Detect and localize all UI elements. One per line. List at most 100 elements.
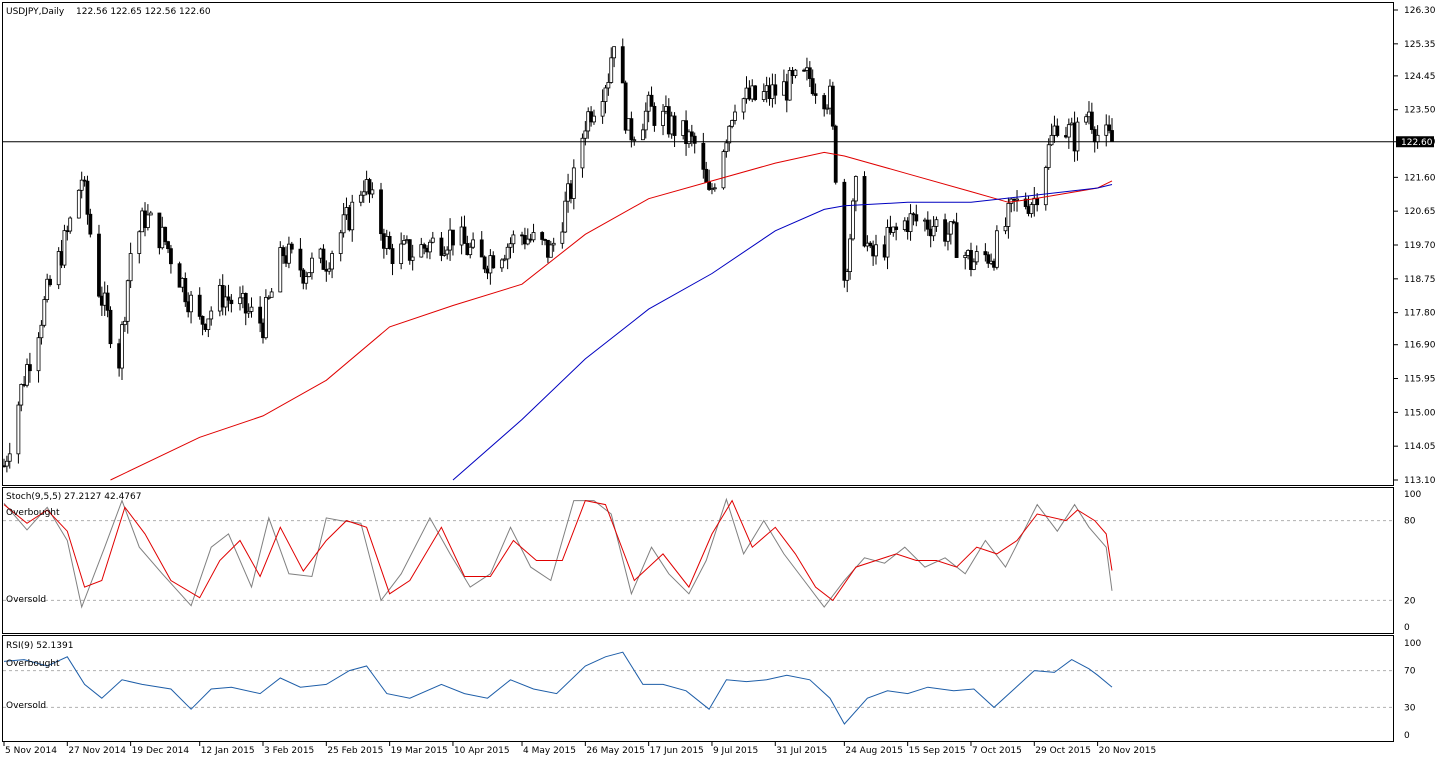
candle [1006,197,1011,239]
candle [304,271,309,290]
candle-body [499,259,504,269]
rsi-line [3,651,1113,725]
time-axis-label: 20 Nov 2015 [1099,746,1157,756]
candle-body [269,291,274,298]
candle-body [419,244,424,258]
candle-body [640,129,645,141]
candle-body [620,46,625,84]
candle [994,225,999,270]
candle [983,243,988,262]
candle [531,223,536,243]
rsi-oversold-label: Oversold [6,701,46,711]
candle-body [934,219,939,227]
candle [25,358,29,388]
rsi-overbought-label: Overbought [6,659,60,669]
candle [42,296,47,328]
price-axis-label: 116.90 [1404,341,1436,351]
time-axis-label: 31 Jul 2015 [776,746,827,756]
candle-body [825,107,829,110]
candle [502,254,507,262]
candle-body [868,242,873,247]
candle-body [310,257,314,274]
candle [508,237,513,259]
candle [163,226,168,246]
candle-body [1110,130,1114,142]
candle [672,112,677,148]
candle-body [974,251,979,263]
candle-body [505,246,510,260]
candle [1046,138,1051,170]
candle [177,261,182,288]
candle-body [16,404,21,455]
candle-body [842,181,847,281]
time-axis-label: 17 Jun 2015 [650,746,704,756]
candle-body [120,324,124,369]
candle [908,204,913,241]
candle-body [787,70,792,101]
candle [62,224,67,269]
candle-body [341,214,346,234]
candle [499,258,504,272]
candle [787,67,792,101]
candle-body [246,310,251,314]
candle [226,284,231,312]
candle-body [701,142,706,170]
price-axis-label: 119.70 [1404,241,1436,251]
candle-body [76,189,81,219]
rsi-panel-frame [2,635,1394,742]
candle-body [525,238,530,245]
candle-body [189,294,193,313]
candle-body [442,253,447,256]
candle-body [845,271,850,281]
candle [609,47,614,84]
candle-body [712,187,717,190]
time-axis-label: 26 May 2015 [586,746,645,756]
candle [1035,193,1040,212]
candle [82,176,87,187]
candle [367,177,372,203]
candle-body [125,280,130,322]
price-axis-label: 125.35 [1404,40,1436,50]
symbol-label: USDJPY,Daily [6,7,65,17]
candle [45,273,50,303]
candle [361,180,366,203]
candle-body [914,214,919,222]
candle [969,242,973,277]
candle-body [623,82,628,131]
candle [350,194,355,242]
candle-body [908,213,913,233]
candle-body [108,309,113,345]
candle [358,190,363,207]
candle-body [479,239,484,258]
candle-body [79,179,84,191]
candle [727,124,732,152]
candle-body [4,460,9,467]
candle [649,86,654,107]
candle [468,242,473,259]
candle [209,306,214,326]
candle [269,288,274,298]
candle-body [727,125,732,144]
price-axis-label: 117.80 [1404,309,1436,319]
candle [422,242,427,255]
candle-body [948,221,953,235]
candle-body [502,258,507,261]
candle [963,251,968,270]
candle-body [551,242,556,246]
candle [851,198,855,241]
candle [1043,165,1048,211]
candle [560,222,565,249]
candle-body [229,299,234,305]
candle-body [580,137,585,169]
candle-body [822,95,827,110]
moving-averages [110,151,1113,481]
current-price-marker [1396,136,1434,148]
candle-body [45,278,50,300]
candle [128,242,133,289]
candle-body [209,310,214,320]
candle [310,252,314,280]
candle [810,69,815,96]
candle-body [1035,197,1040,206]
